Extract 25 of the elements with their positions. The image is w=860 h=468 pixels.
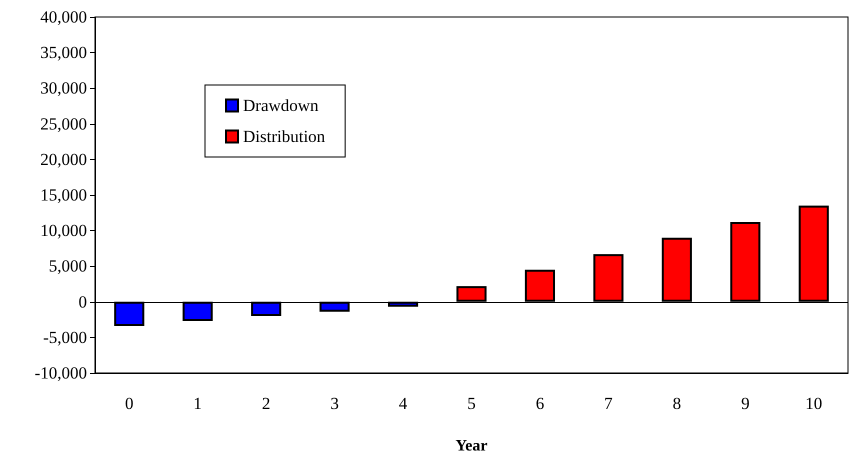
y-tick-label: 15,000 xyxy=(40,186,87,204)
x-tick-label: 0 xyxy=(124,394,134,413)
y-tick-label: 5,000 xyxy=(48,256,87,276)
x-tick-label: 6 xyxy=(536,394,544,413)
x-tick-label: 7 xyxy=(604,394,614,413)
x-tick-label: 9 xyxy=(741,394,750,413)
x-tick-label: 1 xyxy=(193,394,202,413)
y-tick-label: 10,000 xyxy=(40,221,87,240)
y-tick-label: 30,000 xyxy=(40,78,87,98)
y-tick-label: -10,000 xyxy=(34,364,87,382)
x-axis-title: Year xyxy=(456,438,488,454)
x-tick-label: 4 xyxy=(398,394,408,413)
y-tick-label: 0 xyxy=(78,292,87,312)
y-tick-label: 25,000 xyxy=(40,114,87,134)
x-tick-label: 8 xyxy=(672,394,682,413)
y-tick-label: 35,000 xyxy=(40,43,87,62)
legend-label: Distribution xyxy=(243,127,326,146)
legend-label: Drawdown xyxy=(243,96,320,115)
y-tick-label: 40,000 xyxy=(40,8,87,26)
x-tick-label: 10 xyxy=(805,394,822,413)
y-tick-label: 20,000 xyxy=(40,150,87,169)
y-tick-label: -5,000 xyxy=(43,328,87,347)
x-tick-label: 3 xyxy=(330,394,339,413)
x-tick-label: 2 xyxy=(262,394,270,413)
x-tick-label: 5 xyxy=(467,394,476,413)
